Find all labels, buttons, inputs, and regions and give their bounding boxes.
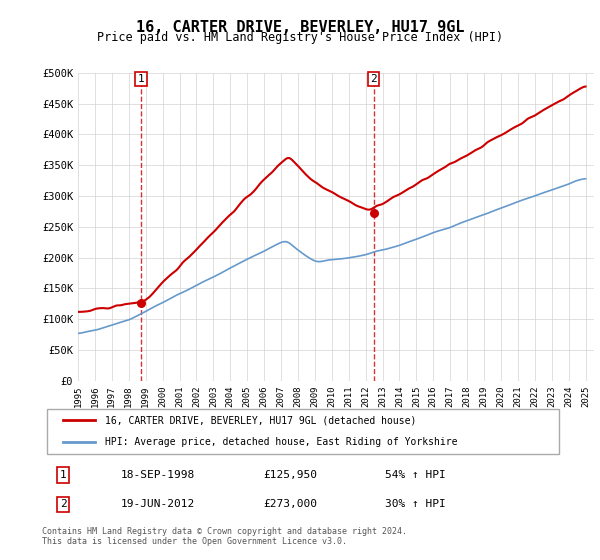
Text: 30% ↑ HPI: 30% ↑ HPI: [385, 500, 446, 510]
Text: Price paid vs. HM Land Registry's House Price Index (HPI): Price paid vs. HM Land Registry's House …: [97, 31, 503, 44]
Text: 16, CARTER DRIVE, BEVERLEY, HU17 9GL (detached house): 16, CARTER DRIVE, BEVERLEY, HU17 9GL (de…: [106, 415, 417, 425]
Text: 1: 1: [60, 470, 67, 480]
Text: HPI: Average price, detached house, East Riding of Yorkshire: HPI: Average price, detached house, East…: [106, 437, 458, 447]
FancyBboxPatch shape: [47, 409, 559, 454]
Text: £273,000: £273,000: [264, 500, 318, 510]
Text: 16, CARTER DRIVE, BEVERLEY, HU17 9GL: 16, CARTER DRIVE, BEVERLEY, HU17 9GL: [136, 20, 464, 35]
Text: 2: 2: [60, 500, 67, 510]
Text: Contains HM Land Registry data © Crown copyright and database right 2024.
This d: Contains HM Land Registry data © Crown c…: [42, 526, 407, 546]
Text: 54% ↑ HPI: 54% ↑ HPI: [385, 470, 446, 480]
Point: [369, 208, 379, 217]
Text: £125,950: £125,950: [264, 470, 318, 480]
Point: [136, 298, 146, 307]
Text: 19-JUN-2012: 19-JUN-2012: [121, 500, 196, 510]
Text: 18-SEP-1998: 18-SEP-1998: [121, 470, 196, 480]
Text: 2: 2: [370, 74, 377, 84]
Text: 1: 1: [137, 74, 145, 84]
